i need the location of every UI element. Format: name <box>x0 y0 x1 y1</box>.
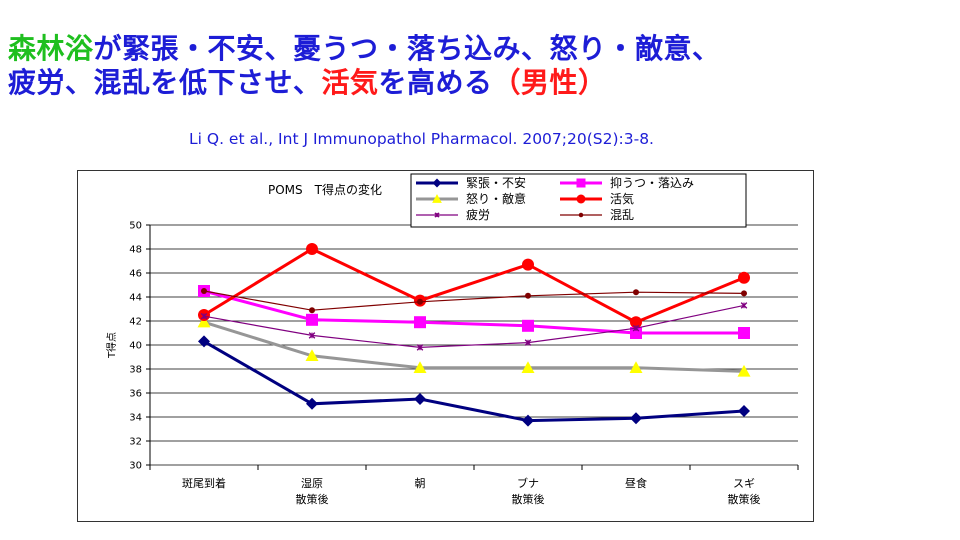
title-part-fatigue: 疲労、混乱を低下させ、 <box>8 66 322 99</box>
data-point-marker <box>738 405 750 417</box>
y-axis-ticks: 30 32 34 36 38 40 42 44 46 48 50 <box>129 221 150 472</box>
data-point-marker <box>521 361 535 373</box>
chart-frame: POMS T得点の変化 30 32 34 36 38 40 42 44 46 48 50 T得点 斑… <box>77 170 814 522</box>
data-point-marker <box>737 364 751 377</box>
series-line <box>203 320 745 373</box>
x-category-label: 湿原散策後 <box>296 477 329 506</box>
legend-item: 疲労 <box>416 207 490 222</box>
data-point-marker <box>633 289 639 296</box>
series-line <box>203 289 744 335</box>
chart-title: POMS T得点の変化 <box>268 182 382 197</box>
legend-label: 緊張・不安 <box>466 175 526 190</box>
data-point-marker <box>434 212 440 218</box>
x-category-label: ブナ散策後 <box>512 476 545 506</box>
legend-item: 緊張・不安 <box>416 175 526 190</box>
chart-series <box>197 243 751 427</box>
data-point-marker <box>416 344 424 351</box>
legend-label: 活気 <box>610 191 634 206</box>
legend-item: 活気 <box>560 191 634 206</box>
data-point-marker <box>432 194 442 203</box>
data-point-marker <box>200 312 208 320</box>
poms-line-chart: POMS T得点の変化 30 32 34 36 38 40 42 44 46 48 50 T得点 斑… <box>106 173 799 506</box>
title-part-male: （男性） <box>492 66 607 99</box>
y-tick-label: 32 <box>129 437 142 448</box>
title-part-increase: を高める <box>378 66 493 99</box>
data-point-marker <box>306 243 318 255</box>
legend-label: 怒り・敵意 <box>466 191 526 206</box>
legend-item: 怒り・敵意 <box>416 191 526 206</box>
data-point-marker <box>309 307 315 314</box>
data-point-marker <box>738 327 750 339</box>
data-point-marker <box>201 288 207 294</box>
x-category-label: 斑尾到着 <box>182 476 226 490</box>
data-point-marker <box>522 258 534 271</box>
data-point-marker <box>197 315 211 328</box>
y-tick-label: 44 <box>129 293 142 304</box>
data-point-marker <box>414 393 426 405</box>
x-axis-categories: 斑尾到着 湿原散策後 朝 ブナ散策後 昼食 スギ散策後 <box>149 465 799 506</box>
series-1 <box>198 285 750 339</box>
data-point-marker <box>576 178 586 188</box>
y-tick-label: 48 <box>129 245 142 256</box>
data-point-marker <box>630 412 642 425</box>
slide-title: 森林浴が緊張・不安、憂うつ・落ち込み、怒り・敵意、 疲労、混乱を低下させ、活気を高… <box>8 32 721 100</box>
data-point-marker <box>305 349 319 361</box>
y-axis-label: T得点 <box>106 332 118 359</box>
data-point-marker <box>630 316 642 329</box>
title-part-vigor: 活気 <box>321 66 379 99</box>
data-point-marker <box>578 212 584 218</box>
data-point-marker <box>306 313 318 326</box>
y-tick-label: 50 <box>129 221 142 232</box>
y-tick-label: 38 <box>129 365 142 376</box>
data-point-marker <box>432 178 442 188</box>
series-line <box>203 340 745 423</box>
series-5 <box>201 288 747 314</box>
y-tick-label: 30 <box>129 461 142 472</box>
y-tick-label: 34 <box>129 413 142 424</box>
series-line <box>203 290 745 311</box>
data-point-marker <box>522 414 534 427</box>
legend-item: 抑うつ・落込み <box>560 175 694 190</box>
citation: Li Q. et al., Int J Immunopathol Pharmac… <box>189 130 654 148</box>
x-category-label: 朝 <box>415 477 426 490</box>
data-point-marker <box>525 292 531 299</box>
title-part-mood-list: が緊張・不安、憂うつ・落ち込み、怒り・敵意、 <box>93 32 721 65</box>
y-tick-label: 36 <box>129 389 142 400</box>
series-line <box>203 247 745 324</box>
legend-label: 疲労 <box>466 207 490 222</box>
y-tick-label: 40 <box>129 341 142 352</box>
legend-label: 混乱 <box>610 208 634 222</box>
data-point-marker <box>306 397 318 410</box>
data-point-marker <box>522 319 534 332</box>
data-point-marker <box>630 327 642 339</box>
legend-label: 抑うつ・落込み <box>610 175 694 190</box>
data-point-marker <box>413 361 427 373</box>
data-point-marker <box>738 271 750 284</box>
data-point-marker <box>740 302 748 309</box>
data-point-marker <box>632 324 640 332</box>
data-point-marker <box>629 361 643 373</box>
data-point-marker <box>308 332 316 339</box>
data-point-marker <box>741 290 747 297</box>
data-point-marker <box>414 316 426 329</box>
series-line <box>203 304 745 349</box>
series-2 <box>197 315 751 377</box>
y-tick-label: 46 <box>129 269 142 280</box>
y-tick-label: 42 <box>129 317 142 328</box>
x-category-label: 昼食 <box>625 476 647 490</box>
data-point-marker <box>198 335 210 348</box>
series-0 <box>198 335 750 427</box>
title-part-forest-bathing: 森林浴 <box>8 32 94 65</box>
data-point-marker <box>576 194 586 204</box>
x-category-label: スギ散策後 <box>728 477 761 506</box>
data-point-marker <box>417 298 423 305</box>
legend-item: 混乱 <box>560 208 634 222</box>
series-3 <box>198 243 750 329</box>
data-point-marker <box>524 339 532 346</box>
series-4 <box>200 302 748 351</box>
